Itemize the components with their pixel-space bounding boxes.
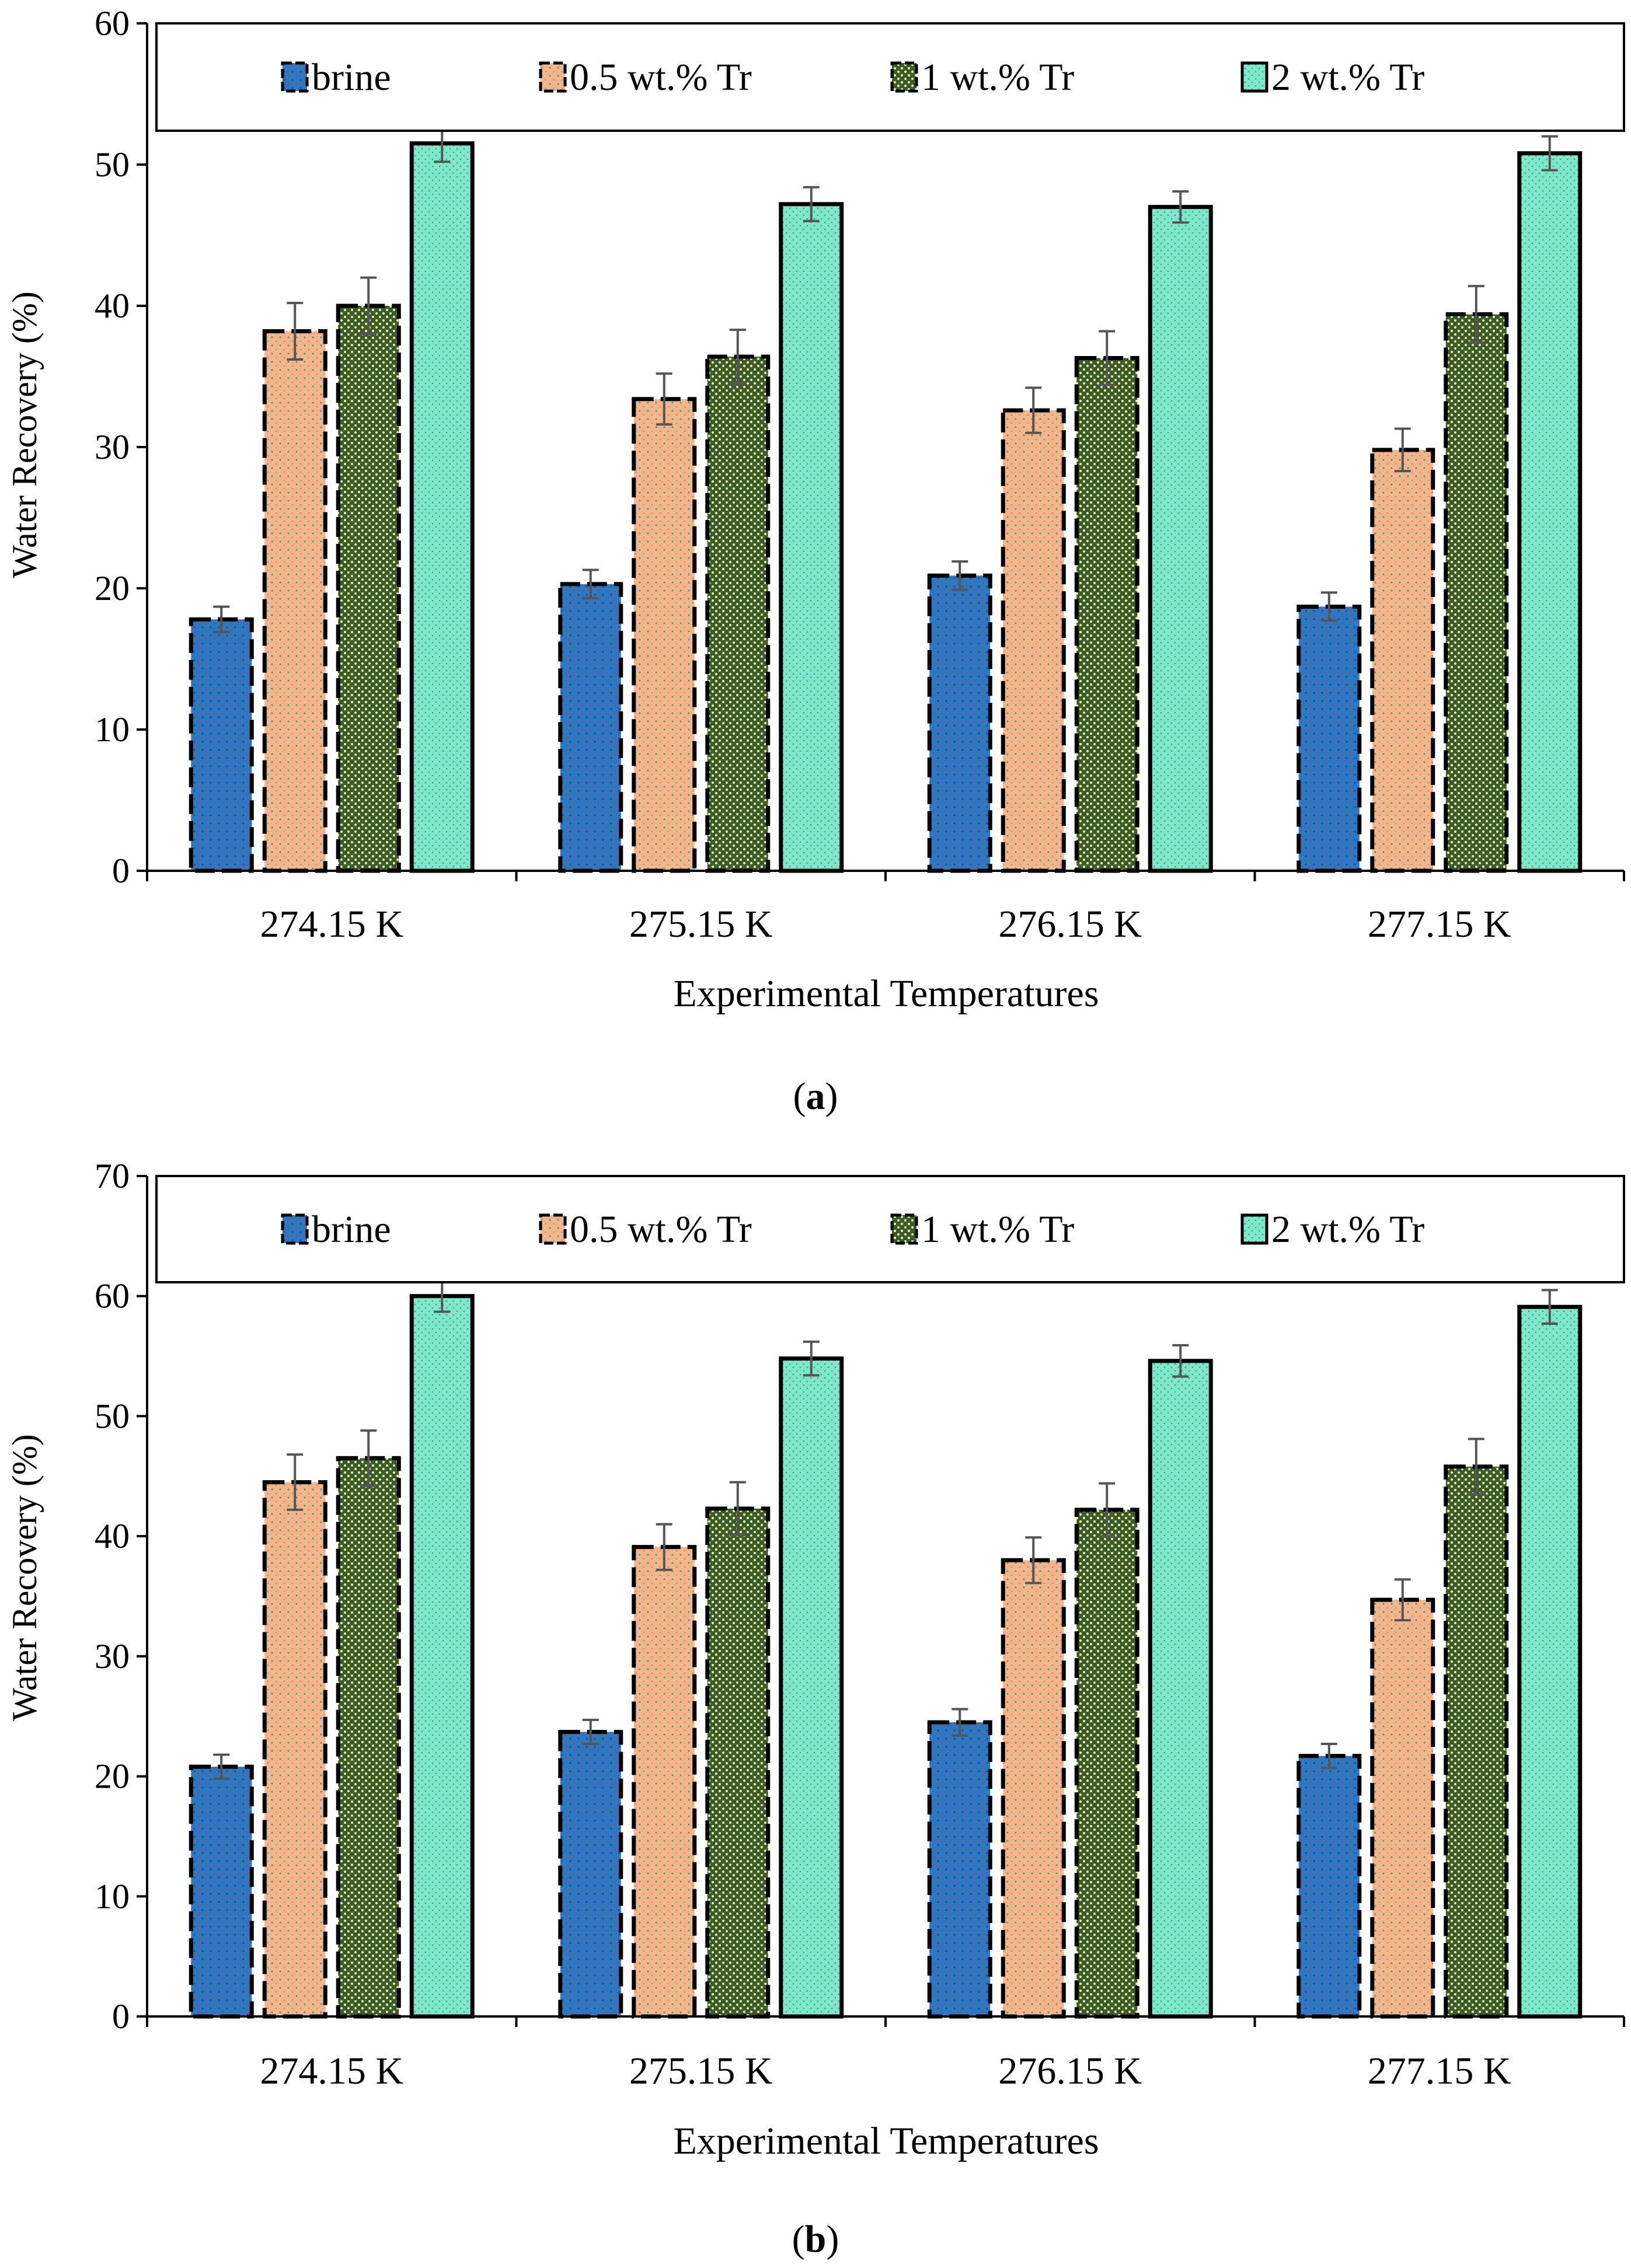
legend-swatch-tr05	[539, 1213, 567, 1245]
bar-tr2-3	[1517, 151, 1583, 873]
bar-tr05-3	[1370, 448, 1435, 873]
legend-swatch-tr1	[890, 61, 918, 93]
bar-tr2-1	[779, 202, 844, 873]
x-tick-label: 275.15 K	[629, 903, 773, 945]
y-axis-label: Water Recovery (%)	[5, 291, 44, 578]
y-tick-label: 60	[95, 4, 130, 43]
bar-tr2-2	[1148, 1359, 1213, 2019]
y-tick-label: 50	[95, 1397, 130, 1435]
bar-tr1-1	[705, 354, 771, 873]
y-tick-label: 30	[95, 1637, 130, 1676]
legend-box	[155, 22, 1625, 132]
bar-brine-3	[1297, 604, 1362, 873]
bar-brine-3	[1297, 1754, 1362, 2019]
bar-brine-2	[927, 1720, 992, 2019]
chart-panel-b: 0 10 20 30 40 50 60 70 274.15 K 275.15 K 276.15 K 2…	[5, 1157, 1625, 2260]
legend-swatch-tr1	[890, 1213, 918, 1245]
y-axis-label: Water Recovery (%)	[5, 1434, 44, 1721]
y-tick-label: 60	[95, 1277, 130, 1316]
legend-swatch-tr05	[539, 61, 567, 93]
axes: 0 10 20 30 40 50 60 274.15 K 275.15 K 276.15 K 277…	[95, 4, 1625, 945]
bar-tr05-1	[632, 1545, 697, 2019]
x-tick-label: 274.15 K	[260, 2050, 403, 2092]
legend-label-tr2: 2 wt.% Tr	[1271, 56, 1424, 99]
y-tick-label: 10	[95, 1877, 130, 1915]
bar-tr05-0	[262, 329, 327, 873]
bar-tr1-2	[1074, 356, 1139, 873]
bars-group	[189, 124, 1583, 873]
legend-label-tr2: 2 wt.% Tr	[1271, 1208, 1424, 1251]
x-axis-label: Experimental Temperatures	[673, 2120, 1099, 2162]
x-tick-label: 277.15 K	[1368, 2050, 1511, 2092]
legend-box	[155, 1175, 1625, 1283]
legend-label-tr05: 0.5 wt.% Tr	[570, 56, 752, 99]
axes: 0 10 20 30 40 50 60 70 274.15 K 275.15 K 276.15 K 2…	[95, 1157, 1625, 2092]
bar-brine-1	[558, 1729, 623, 2019]
bar-tr1-0	[336, 1456, 401, 2019]
bar-brine-0	[189, 617, 254, 873]
bar-tr1-3	[1444, 312, 1509, 873]
y-tick-label: 20	[95, 1757, 130, 1796]
legend-label-tr1: 1 wt.% Tr	[921, 56, 1074, 99]
bar-tr05-2	[1001, 1558, 1066, 2019]
bar-brine-2	[927, 573, 992, 873]
bar-tr2-0	[409, 141, 475, 873]
bar-tr1-0	[336, 303, 401, 873]
bar-brine-1	[558, 582, 623, 873]
chart-panel-a: 0 10 20 30 40 50 60 274.15 K 275.15 K 276.15 K 277…	[5, 4, 1625, 1118]
legend-swatch-brine	[281, 61, 309, 93]
y-tick-label: 70	[95, 1157, 130, 1195]
bar-tr05-0	[262, 1480, 327, 2019]
y-tick-label: 50	[95, 145, 130, 184]
legend-label-brine: brine	[312, 56, 391, 99]
y-tick-label: 30	[95, 428, 130, 466]
panel-label-a: (a)	[793, 1075, 838, 1118]
legend: brine 0.5 wt.% Tr 1 wt.% Tr 2 wt.% Tr	[155, 1175, 1625, 1283]
bar-tr05-2	[1001, 408, 1066, 873]
y-tick-label: 0	[112, 1997, 130, 2036]
legend-swatch-tr2	[1240, 61, 1268, 93]
legend-swatch-brine	[281, 1213, 309, 1245]
bar-tr05-1	[632, 397, 697, 873]
y-tick-label: 0	[112, 852, 130, 890]
bar-tr2-1	[779, 1356, 844, 2019]
legend-label-tr1: 1 wt.% Tr	[921, 1208, 1074, 1251]
bar-tr1-3	[1444, 1464, 1509, 2019]
legend-label-tr05: 0.5 wt.% Tr	[570, 1208, 752, 1251]
legend-label-brine: brine	[312, 1208, 391, 1251]
x-tick-label: 276.15 K	[998, 2050, 1142, 2092]
y-tick-label: 40	[95, 287, 130, 325]
y-tick-label: 10	[95, 710, 130, 749]
bar-tr2-3	[1517, 1304, 1583, 2019]
bar-brine-0	[189, 1764, 254, 2019]
bar-tr1-1	[705, 1506, 771, 2019]
x-tick-label: 276.15 K	[998, 903, 1142, 945]
y-tick-label: 20	[95, 569, 130, 608]
x-tick-label: 275.15 K	[629, 2050, 773, 2092]
legend-swatch-tr2	[1240, 1213, 1268, 1245]
bars-group	[189, 1279, 1583, 2019]
x-tick-label: 277.15 K	[1368, 903, 1511, 945]
x-tick-label: 274.15 K	[260, 903, 403, 945]
bar-tr2-2	[1148, 205, 1213, 873]
bar-tr2-0	[409, 1294, 475, 2019]
panel-label-b: (b)	[792, 2218, 839, 2260]
x-axis-label: Experimental Temperatures	[673, 972, 1099, 1015]
legend: brine 0.5 wt.% Tr 1 wt.% Tr 2 wt.% Tr	[155, 22, 1625, 132]
bar-tr05-3	[1370, 1597, 1435, 2019]
y-tick-label: 40	[95, 1517, 130, 1555]
bar-tr1-2	[1074, 1508, 1139, 2019]
